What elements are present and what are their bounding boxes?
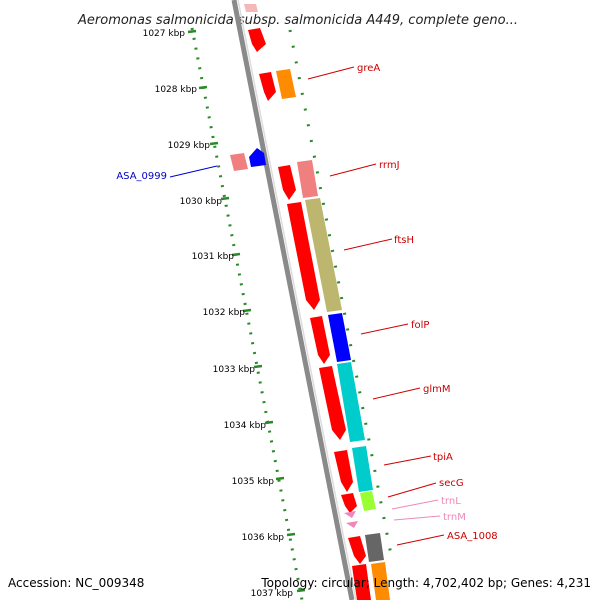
- gene-feature-ASA_0999[interactable]: [249, 148, 266, 167]
- leader-line-ASA_1008: [396, 534, 445, 546]
- gene-feature-ftsH[interactable]: [305, 198, 342, 312]
- tick-label: 1031 kbp: [192, 252, 235, 262]
- gene-feature-tpiA[interactable]: [352, 446, 373, 492]
- gene-label-greA[interactable]: greA: [357, 63, 380, 74]
- gene-feature-rrmJ[interactable]: [297, 160, 318, 198]
- tick-mark: [187, 29, 197, 34]
- tick-label: 1033 kbp: [213, 365, 256, 375]
- backbone-highlight: [237, 0, 357, 600]
- gene-label-ASA_0999[interactable]: ASA_0999: [116, 171, 167, 182]
- leader-line-folP: [360, 323, 409, 335]
- tick-label: 1034 kbp: [224, 421, 267, 431]
- tick-label: 1030 kbp: [180, 197, 223, 207]
- gene-feature[interactable]: [341, 493, 357, 513]
- gene-feature[interactable]: [230, 153, 248, 171]
- tick-mark: [296, 588, 306, 593]
- leader-line-ASA_0999: [169, 165, 218, 178]
- gene-feature[interactable]: [276, 69, 296, 99]
- gene-labels: greA ASA_0999 rrmJ ftsH folP glmM tpiA s…: [116, 63, 497, 542]
- gene-label-rrmJ[interactable]: rrmJ: [379, 160, 400, 171]
- accession-text: Accession: NC_009348: [8, 576, 144, 590]
- leader-line-secG: [387, 482, 437, 498]
- gene-feature[interactable]: [348, 536, 366, 564]
- gene-feature[interactable]: [371, 562, 390, 600]
- gene-label-folP[interactable]: folP: [411, 320, 429, 331]
- tick-ring: [190, 27, 304, 600]
- gene-feature[interactable]: [319, 366, 346, 440]
- tick-label: 1032 kbp: [203, 308, 246, 318]
- gene-feature[interactable]: [278, 165, 296, 200]
- map-title: Aeromonas salmonicida subsp. salmonicida…: [77, 13, 518, 28]
- tick-label: 1036 kbp: [242, 533, 285, 543]
- gene-feature[interactable]: [352, 564, 371, 600]
- leader-line-greA: [307, 66, 355, 80]
- leader-line-trnL: [391, 499, 439, 510]
- gene-feature-folP[interactable]: [328, 313, 351, 362]
- gene-feature[interactable]: [310, 316, 330, 364]
- genome-summary-text: Topology: circular; Length: 4,702,402 bp…: [260, 576, 591, 590]
- gene-feature[interactable]: [334, 450, 353, 492]
- backbone: [231, 0, 355, 600]
- gene-feature[interactable]: [244, 4, 258, 12]
- tick-mark: [209, 141, 219, 146]
- tick-labels: 1027 kbp 1028 kbp 1029 kbp 1030 kbp 1031…: [143, 29, 294, 599]
- gene-label-secG[interactable]: secG: [439, 478, 464, 489]
- leader-line-glmM: [372, 387, 421, 400]
- features: [230, 4, 390, 600]
- leader-line-trnM: [393, 515, 441, 521]
- gene-label-ASA_1008[interactable]: ASA_1008: [447, 531, 498, 542]
- gene-feature-secG[interactable]: [360, 491, 376, 511]
- tick-mark: [220, 196, 230, 201]
- leader-line-rrmJ: [329, 163, 377, 177]
- leader-line-ftsH: [343, 238, 393, 251]
- gene-feature-ASA_1008[interactable]: [365, 533, 384, 562]
- gene-feature-greA[interactable]: [259, 72, 276, 101]
- gene-label-tpiA[interactable]: tpiA: [433, 452, 453, 463]
- leader-lines: [169, 66, 445, 546]
- tick-marks: [187, 29, 306, 593]
- tick-label: 1029 kbp: [168, 141, 211, 151]
- gene-feature-trnL[interactable]: [344, 511, 356, 518]
- tick-mark: [253, 364, 263, 369]
- gene-feature[interactable]: [287, 202, 320, 310]
- tick-mark: [275, 476, 285, 481]
- gene-feature-glmM[interactable]: [337, 362, 365, 442]
- gene-feature-trnM[interactable]: [346, 521, 358, 528]
- gene-label-ftsH[interactable]: ftsH: [394, 235, 414, 246]
- tick-label: 1037 kbp: [251, 589, 294, 599]
- tick-label: 1035 kbp: [232, 477, 275, 487]
- leader-line-tpiA: [383, 455, 432, 466]
- tick-mark: [286, 532, 296, 537]
- tick-mark: [264, 420, 274, 425]
- outer-ring: [288, 29, 394, 561]
- tick-label: 1028 kbp: [155, 85, 198, 95]
- gene-label-trnL[interactable]: trnL: [441, 496, 461, 507]
- tick-label: 1027 kbp: [143, 29, 186, 39]
- tick-mark: [242, 308, 252, 313]
- gene-label-glmM[interactable]: glmM: [423, 384, 451, 395]
- tick-mark: [231, 252, 241, 257]
- tick-mark: [198, 85, 208, 90]
- gene-feature[interactable]: [248, 28, 266, 52]
- gene-label-trnM[interactable]: trnM: [443, 512, 466, 523]
